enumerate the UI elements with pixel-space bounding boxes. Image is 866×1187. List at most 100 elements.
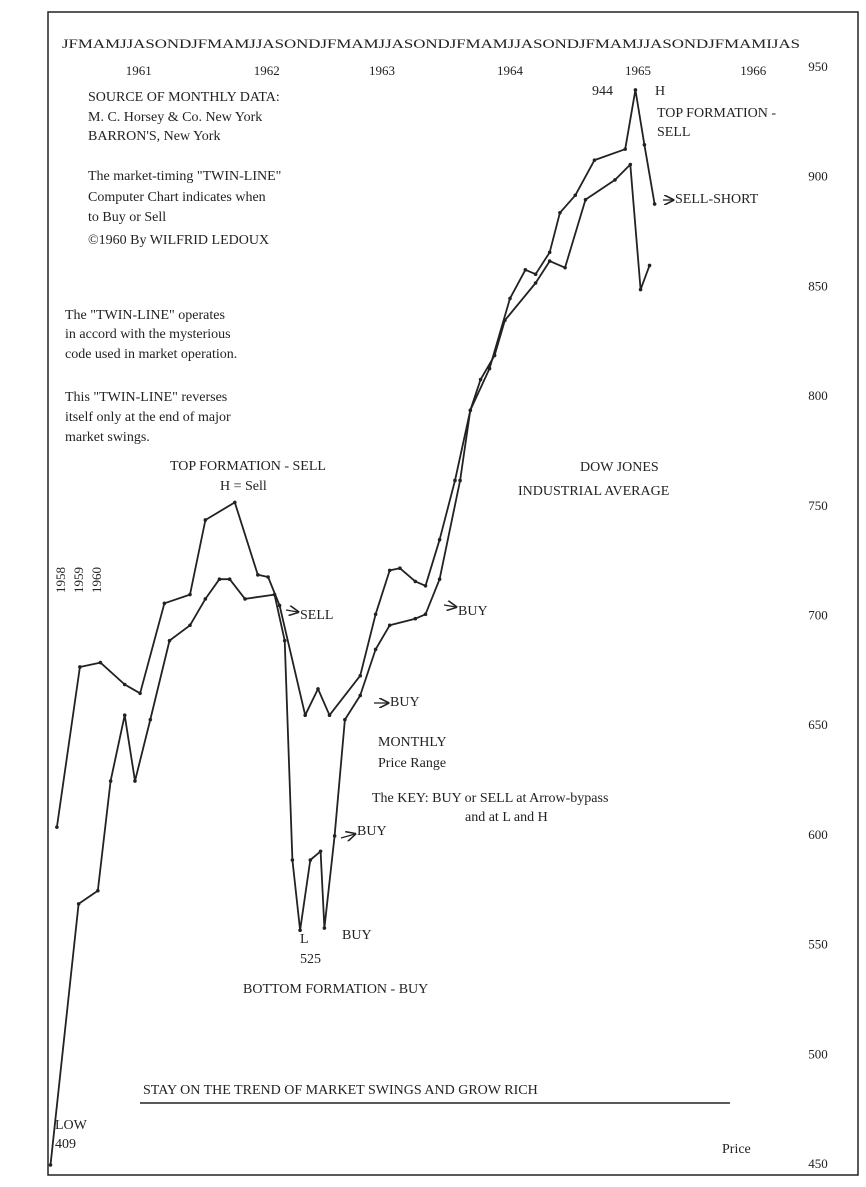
annotation: BUY: [342, 928, 372, 943]
price-point: [613, 178, 617, 182]
price-point: [55, 825, 59, 829]
price-point: [272, 592, 277, 597]
price-point: [167, 638, 172, 643]
annotation: The "TWIN-LINE" operates: [65, 308, 225, 323]
y-tick-label: 900: [808, 169, 828, 184]
y-tick-label: 450: [808, 1156, 828, 1171]
y-tick-label: 700: [808, 607, 828, 622]
annotation: BUY: [357, 824, 387, 839]
price-point: [647, 263, 652, 268]
price-point: [332, 834, 337, 838]
annotation: SELL-SHORT: [675, 192, 759, 207]
annotation: 409: [55, 1137, 76, 1152]
annotation: SELL: [300, 608, 333, 623]
price-point: [642, 142, 647, 147]
annotation: and at L and H: [465, 810, 548, 825]
price-point: [547, 259, 552, 263]
annotation: to Buy or Sell: [88, 210, 166, 225]
price-point: [387, 568, 392, 573]
y-tick-label: 650: [808, 717, 828, 732]
annotation: SOURCE OF MONTHLY DATA:: [88, 90, 280, 105]
arrow: [340, 834, 355, 838]
price-point: [623, 147, 627, 151]
annotation: L: [300, 932, 309, 947]
price-point: [298, 928, 302, 933]
annotation: This "TWIN-LINE" reverses: [65, 390, 227, 405]
y-tick-label: 800: [808, 388, 828, 403]
annotation: Price Range: [378, 756, 446, 771]
annotation: code used in market operation.: [65, 347, 237, 362]
price-point: [437, 537, 442, 542]
price-point: [277, 603, 282, 608]
price-point: [638, 287, 643, 292]
price-point: [533, 272, 538, 277]
price-point: [423, 612, 428, 617]
arrows: [285, 200, 673, 838]
price-point: [358, 673, 363, 678]
price-point: [233, 500, 237, 505]
price-point: [413, 579, 418, 584]
x-tick-label: 1962: [254, 63, 280, 78]
price-point: [413, 616, 418, 621]
price-point: [358, 693, 363, 698]
y-axis-label: Price: [722, 1142, 751, 1157]
price-point: [487, 366, 492, 371]
price-point: [98, 660, 103, 665]
price-point: [188, 623, 192, 628]
annotation: STAY ON THE TREND OF MARKET SWINGS AND G…: [143, 1083, 538, 1098]
annotation: ©1960 By WILFRID LEDOUX: [88, 233, 269, 248]
y-tick-label: 750: [808, 498, 828, 513]
annotation: BARRON'S, New York: [88, 129, 220, 144]
price-point: [423, 583, 428, 588]
price-point: [327, 713, 332, 718]
price-point: [162, 601, 167, 606]
annotation: TOP FORMATION -: [657, 106, 776, 121]
price-point: [373, 647, 378, 652]
price-point: [573, 193, 578, 198]
price-point: [122, 682, 127, 687]
price-point: [308, 858, 313, 862]
price-point: [437, 577, 442, 582]
annotation: M. C. Horsey & Co. New York: [88, 110, 262, 125]
annotation: BOTTOM FORMATION - BUY: [243, 982, 428, 997]
price-point: [122, 713, 127, 718]
price-point: [563, 265, 567, 270]
arrow: [443, 605, 456, 607]
y-tick-label: 850: [808, 278, 828, 293]
y-tick-label: 550: [808, 937, 828, 952]
month-strip: JFMAMJJASONDJFMAMJJASONDJFMAMJJASONDJFMA…: [62, 36, 800, 51]
price-point: [373, 612, 378, 617]
price-point: [318, 849, 323, 854]
y-tick-label: 500: [808, 1046, 828, 1061]
price-point: [558, 211, 562, 215]
annotation: H: [655, 84, 665, 99]
annotation: The market-timing "TWIN-LINE": [88, 169, 281, 184]
price-point: [453, 478, 457, 483]
price-point: [387, 623, 392, 628]
price-point: [148, 717, 153, 722]
price-point: [243, 597, 247, 601]
price-point: [508, 296, 512, 301]
annotation: in accord with the mysterious: [65, 327, 231, 342]
price-point: [343, 717, 347, 722]
price-point: [133, 779, 137, 783]
price-point: [138, 691, 142, 696]
price-point: [203, 597, 208, 601]
price-point: [547, 250, 552, 255]
price-point: [227, 577, 232, 582]
price-line: [56, 89, 656, 828]
annotation: market swings.: [65, 430, 150, 445]
price-point: [322, 926, 327, 930]
price-point: [468, 408, 473, 413]
x-tick-label: 1964: [497, 63, 524, 78]
annotation: DOW JONES: [580, 460, 659, 475]
price-point: [96, 888, 100, 893]
price-point: [592, 158, 597, 162]
annotation: BUY: [390, 695, 420, 710]
arrow: [285, 610, 298, 612]
annotation: MONTHLY: [378, 735, 447, 750]
price-point: [458, 478, 462, 483]
annotation: SELL: [657, 125, 690, 140]
annotation: 1958: [53, 567, 68, 593]
